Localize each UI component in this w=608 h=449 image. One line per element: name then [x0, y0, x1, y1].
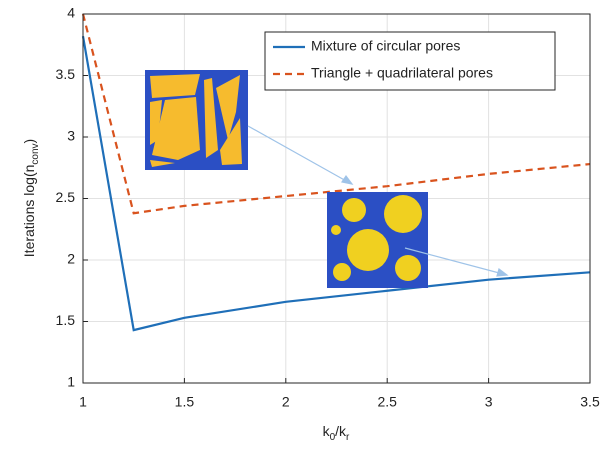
x-tick-label: 1 [79, 394, 87, 410]
inset-circles [327, 192, 428, 288]
x-tick-label: 1.5 [175, 394, 195, 410]
y-tick-label: 1.5 [56, 312, 76, 328]
label-part: 0 [330, 432, 336, 443]
label-part: k [323, 423, 331, 439]
y-tick-label: 2.5 [56, 189, 76, 205]
series-line [81, 35, 591, 332]
legend-label: Triangle + quadrilateral pores [311, 65, 493, 81]
x-tick-label: 2.5 [377, 394, 397, 410]
label-part: Iterations log(n [21, 165, 37, 258]
inset-polygons [145, 70, 248, 170]
x-tick-label: 3.5 [580, 394, 600, 410]
y-tick-label: 3 [67, 128, 75, 144]
x-tick-label: 2 [282, 394, 290, 410]
label-part: ) [21, 139, 37, 144]
series-line [81, 13, 591, 215]
x-tick-label: 3 [485, 394, 493, 410]
legend-box [264, 31, 556, 91]
y-tick-label: 2 [67, 251, 75, 267]
x-axis-label: k0/kr [323, 423, 350, 443]
y-tick-label: 1 [67, 374, 75, 390]
y-tick-label: 3.5 [56, 66, 76, 82]
legend-label: Mixture of circular pores [311, 38, 460, 54]
label-part: r [346, 432, 350, 443]
y-tick-label: 4 [67, 5, 75, 21]
label-part: conv [30, 143, 41, 164]
label-part: /k [335, 423, 347, 439]
arrows [247, 125, 509, 277]
y-axis-label: Iterations log(nconv) [21, 139, 41, 257]
